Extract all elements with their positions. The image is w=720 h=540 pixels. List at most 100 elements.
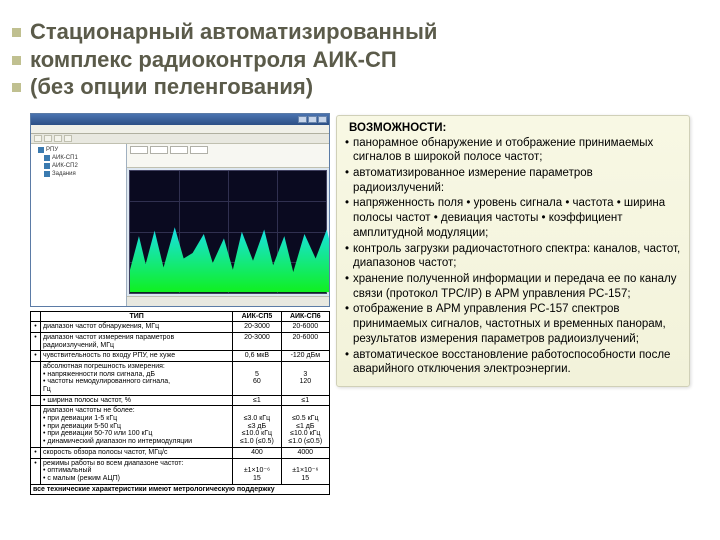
cell-value: ≤0.5 кГц ≤1 дБ ≤10.0 кГц ≤1.0 (≤0.5) xyxy=(281,406,329,447)
minimize-icon[interactable] xyxy=(298,116,307,123)
right-column: ВОЗМОЖНОСТИ: панорамное обнаружение и от… xyxy=(336,113,690,496)
toolbar-button[interactable] xyxy=(44,135,52,142)
cell-value: 20-6000 xyxy=(281,322,329,333)
cell-param: режимы работы во всем диапазоне частот: … xyxy=(41,458,233,484)
tree-item[interactable]: Задания xyxy=(34,171,123,177)
folder-icon xyxy=(38,147,44,153)
window-toolbar xyxy=(31,134,329,144)
cell-param: • ширина полосы частот, % xyxy=(41,395,233,406)
capabilities-list: панорамное обнаружение и отображение при… xyxy=(345,136,681,378)
toolbar-button[interactable] xyxy=(64,135,72,142)
window-body: РПУ АИК-СП1 АИК-СП2 Задания xyxy=(31,144,329,306)
cell-param: диапазон частот обнаружения, МГц xyxy=(41,322,233,333)
cell-bullet xyxy=(31,406,41,447)
slide-title: Стационарный автоматизированный комплекс… xyxy=(30,18,690,101)
cell-value: 20-3000 xyxy=(233,322,281,333)
title-line-3: (без опции пеленгования) xyxy=(30,73,690,101)
table-footnote: все технические характеристики имеют мет… xyxy=(31,484,330,495)
window-menubar xyxy=(31,125,329,134)
control-input[interactable] xyxy=(190,146,208,154)
spectrum-chart xyxy=(129,170,327,294)
cell-param: абсолютная погрешность измерения: • напр… xyxy=(41,361,233,395)
cell-value: ≤1 xyxy=(281,395,329,406)
cell-value: 3 120 xyxy=(281,361,329,395)
cell-value: ≤3.0 кГц ≤3 дБ ≤10.0 кГц ≤1.0 (≤0.5) xyxy=(233,406,281,447)
capability-item: панорамное обнаружение и отображение при… xyxy=(345,136,681,165)
capability-item: автоматическое восстановление работоспос… xyxy=(345,348,681,377)
col-model1: АИК-СП5 xyxy=(233,311,281,322)
cell-bullet xyxy=(31,361,41,395)
cell-param: чувствительность по входу РПУ, не хуже xyxy=(41,351,233,362)
table-row: все технические характеристики имеют мет… xyxy=(31,484,330,495)
title-line-1: Стационарный автоматизированный xyxy=(30,18,690,46)
cell-value: -120 дБм xyxy=(281,351,329,362)
capabilities-heading: ВОЗМОЖНОСТИ: xyxy=(345,122,681,134)
col-model2: АИК-СП6 xyxy=(281,311,329,322)
control-input[interactable] xyxy=(130,146,148,154)
tree-label: АИК-СП1 xyxy=(52,155,78,161)
cell-bullet xyxy=(31,395,41,406)
status-bar xyxy=(127,296,329,306)
table-row: • ширина полосы частот, %≤1≤1 xyxy=(31,395,330,406)
cell-bullet: • xyxy=(31,332,41,350)
table-row: •диапазон частот обнаружения, МГц20-3000… xyxy=(31,322,330,333)
cell-value: 20-6000 xyxy=(281,332,329,350)
tree-label: РПУ xyxy=(46,147,58,153)
capability-item: контроль загрузки радиочастотного спектр… xyxy=(345,242,681,271)
main-pane xyxy=(127,144,329,306)
left-column: РПУ АИК-СП1 АИК-СП2 Задания xyxy=(30,113,330,496)
capabilities-panel: ВОЗМОЖНОСТИ: панорамное обнаружение и от… xyxy=(336,115,690,388)
tree-item[interactable]: АИК-СП1 xyxy=(34,155,123,161)
title-line-2: комплекс радиоконтроля АИК-СП xyxy=(30,46,690,74)
table-row: •чувствительность по входу РПУ, не хуже0… xyxy=(31,351,330,362)
table-row: •режимы работы во всем диапазоне частот:… xyxy=(31,458,330,484)
toolbar-button[interactable] xyxy=(34,135,42,142)
cell-param: скорость обзора полосы частот, МГц/с xyxy=(41,447,233,458)
content-row: РПУ АИК-СП1 АИК-СП2 Задания xyxy=(30,113,690,496)
control-bar xyxy=(127,144,329,168)
slide: Стационарный автоматизированный комплекс… xyxy=(0,0,720,540)
toolbar-button[interactable] xyxy=(54,135,62,142)
cell-param: диапазон частот измерения параметров рад… xyxy=(41,332,233,350)
folder-icon xyxy=(44,163,50,169)
cell-bullet: • xyxy=(31,322,41,333)
control-input[interactable] xyxy=(170,146,188,154)
table-row: абсолютная погрешность измерения: • напр… xyxy=(31,361,330,395)
cell-value: ±1×10⁻⁶ 15 xyxy=(233,458,281,484)
tree-label: АИК-СП2 xyxy=(52,163,78,169)
table-row: •скорость обзора полосы частот, МГц/с400… xyxy=(31,447,330,458)
cell-value: 400 xyxy=(233,447,281,458)
capability-item: напряженность поля • уровень сигнала • ч… xyxy=(345,196,681,240)
tree-pane: РПУ АИК-СП1 АИК-СП2 Задания xyxy=(31,144,127,306)
cell-bullet: • xyxy=(31,351,41,362)
window-titlebar xyxy=(31,114,329,125)
cell-bullet: • xyxy=(31,447,41,458)
close-icon[interactable] xyxy=(318,116,327,123)
cell-value: ±1×10⁻⁶ 15 xyxy=(281,458,329,484)
col-bullet xyxy=(31,311,41,322)
cell-value: 0,6 мкВ xyxy=(233,351,281,362)
tree-item[interactable]: АИК-СП2 xyxy=(34,163,123,169)
cell-value: 5 60 xyxy=(233,361,281,395)
cell-bullet: • xyxy=(31,458,41,484)
control-input[interactable] xyxy=(150,146,168,154)
capability-item: автоматизированное измерение параметров … xyxy=(345,166,681,195)
capability-item: отображение в АРМ управления РС-157 спек… xyxy=(345,302,681,346)
table-row: диапазон частоты не более: • при девиаци… xyxy=(31,406,330,447)
app-screenshot: РПУ АИК-СП1 АИК-СП2 Задания xyxy=(30,113,330,307)
cell-param: диапазон частоты не более: • при девиаци… xyxy=(41,406,233,447)
tree-label: Задания xyxy=(52,171,76,177)
table-row: •диапазон частот измерения параметров ра… xyxy=(31,332,330,350)
cell-value: ≤1 xyxy=(233,395,281,406)
col-type: ТИП xyxy=(41,311,233,322)
cell-value: 20-3000 xyxy=(233,332,281,350)
folder-icon xyxy=(44,171,50,177)
cell-value: 4000 xyxy=(281,447,329,458)
table-header-row: ТИП АИК-СП5 АИК-СП6 xyxy=(31,311,330,322)
tree-item[interactable]: РПУ xyxy=(34,147,123,153)
capability-item: хранение полученной информации и передач… xyxy=(345,272,681,301)
spec-table: ТИП АИК-СП5 АИК-СП6 •диапазон частот обн… xyxy=(30,311,330,496)
folder-icon xyxy=(44,155,50,161)
spectrum-waveform-icon xyxy=(130,225,330,292)
maximize-icon[interactable] xyxy=(308,116,317,123)
